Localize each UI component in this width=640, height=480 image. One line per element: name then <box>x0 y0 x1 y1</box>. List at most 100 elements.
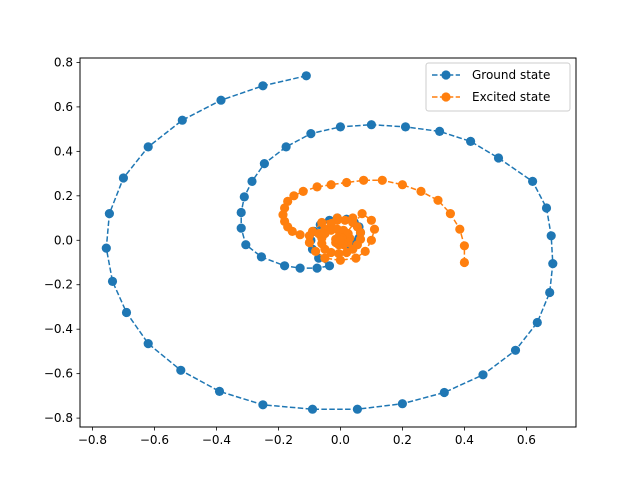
ticks-layer: −0.8 −0.6 −0.4 −0.2 0.0 0.2 0.4 0.6 −0.8 −0.6 −0.4… <box>44 55 536 447</box>
data-point <box>307 404 318 414</box>
data-point <box>332 213 342 223</box>
data-point <box>121 307 132 318</box>
series-line <box>105 75 554 410</box>
data-point <box>256 252 266 262</box>
data-point <box>295 230 305 240</box>
data-point <box>433 195 443 205</box>
data-point <box>532 317 542 328</box>
data-point <box>357 209 367 219</box>
series-layer <box>101 71 558 414</box>
data-point <box>546 231 556 241</box>
data-point <box>317 217 327 228</box>
data-point <box>177 115 187 125</box>
data-point <box>545 287 555 298</box>
y-tick-label: −0.4 <box>44 322 73 336</box>
data-point <box>366 215 376 225</box>
data-point <box>478 370 488 380</box>
x-tick-label: −0.4 <box>202 433 231 447</box>
legend: Ground state Excited state <box>425 62 571 112</box>
legend-marker <box>441 70 451 80</box>
x-tick-label: −0.8 <box>78 433 107 447</box>
data-point <box>304 237 314 248</box>
data-point <box>493 153 504 163</box>
data-point <box>101 243 111 253</box>
y-tick-label: 0.4 <box>54 144 73 158</box>
data-point <box>360 246 370 256</box>
data-point <box>107 276 118 286</box>
data-point <box>298 186 308 196</box>
data-point <box>352 404 362 414</box>
data-point <box>289 191 299 201</box>
data-point <box>241 240 251 250</box>
data-point <box>259 159 269 169</box>
data-point <box>445 209 455 219</box>
data-point <box>377 175 387 185</box>
data-point <box>311 246 321 256</box>
y-tick-label: −0.6 <box>44 367 73 381</box>
data-point <box>369 224 380 234</box>
data-point <box>541 203 552 213</box>
data-point <box>236 223 246 233</box>
legend-label: Ground state <box>472 68 550 82</box>
data-point <box>143 142 153 152</box>
data-point <box>301 71 311 81</box>
data-point <box>312 182 322 192</box>
data-point <box>342 247 352 258</box>
data-point <box>312 263 322 273</box>
data-point <box>258 400 268 410</box>
data-point <box>295 263 305 273</box>
data-point <box>335 235 345 245</box>
series-ground-state <box>101 71 558 414</box>
data-point <box>326 180 336 190</box>
data-point <box>320 253 330 263</box>
y-tick-label: 0.8 <box>54 55 73 69</box>
data-point <box>340 215 350 225</box>
legend-marker <box>441 92 451 102</box>
y-tick-label: 0.6 <box>54 100 73 114</box>
data-point <box>397 399 407 409</box>
data-point <box>439 387 449 398</box>
data-point <box>118 173 128 183</box>
data-point <box>143 339 153 349</box>
y-tick-label: 0.2 <box>54 189 73 203</box>
data-point <box>281 142 291 152</box>
data-point <box>306 129 316 139</box>
x-tick-label: 0.6 <box>517 433 536 447</box>
data-point <box>216 95 226 105</box>
series-excited-state <box>278 175 469 268</box>
data-point <box>236 207 246 218</box>
data-point <box>359 175 369 185</box>
data-point <box>287 226 297 236</box>
data-point <box>366 120 376 130</box>
data-point <box>466 136 476 146</box>
data-point <box>342 177 352 188</box>
data-point <box>247 176 257 186</box>
data-point <box>528 176 538 186</box>
data-point <box>366 235 376 245</box>
data-point <box>351 253 361 263</box>
y-tick-label: −0.8 <box>44 411 73 425</box>
data-point <box>280 261 290 271</box>
data-point <box>459 257 469 268</box>
x-tick-label: 0.4 <box>455 433 474 447</box>
data-point <box>335 122 345 132</box>
data-point <box>459 241 469 251</box>
data-point <box>397 180 407 190</box>
data-point <box>348 213 358 223</box>
axes-frame <box>79 57 577 428</box>
data-point <box>400 122 411 132</box>
legend-box <box>425 62 571 112</box>
x-tick-label: 0.0 <box>331 433 350 447</box>
data-point <box>239 192 249 202</box>
data-point <box>455 224 465 234</box>
data-point <box>214 386 225 396</box>
data-point <box>435 126 445 136</box>
data-point <box>416 186 426 196</box>
x-tick-label: −0.6 <box>140 433 169 447</box>
x-tick-label: −0.2 <box>264 433 293 447</box>
data-point <box>510 345 521 355</box>
data-point <box>548 259 558 269</box>
data-point <box>104 209 114 219</box>
